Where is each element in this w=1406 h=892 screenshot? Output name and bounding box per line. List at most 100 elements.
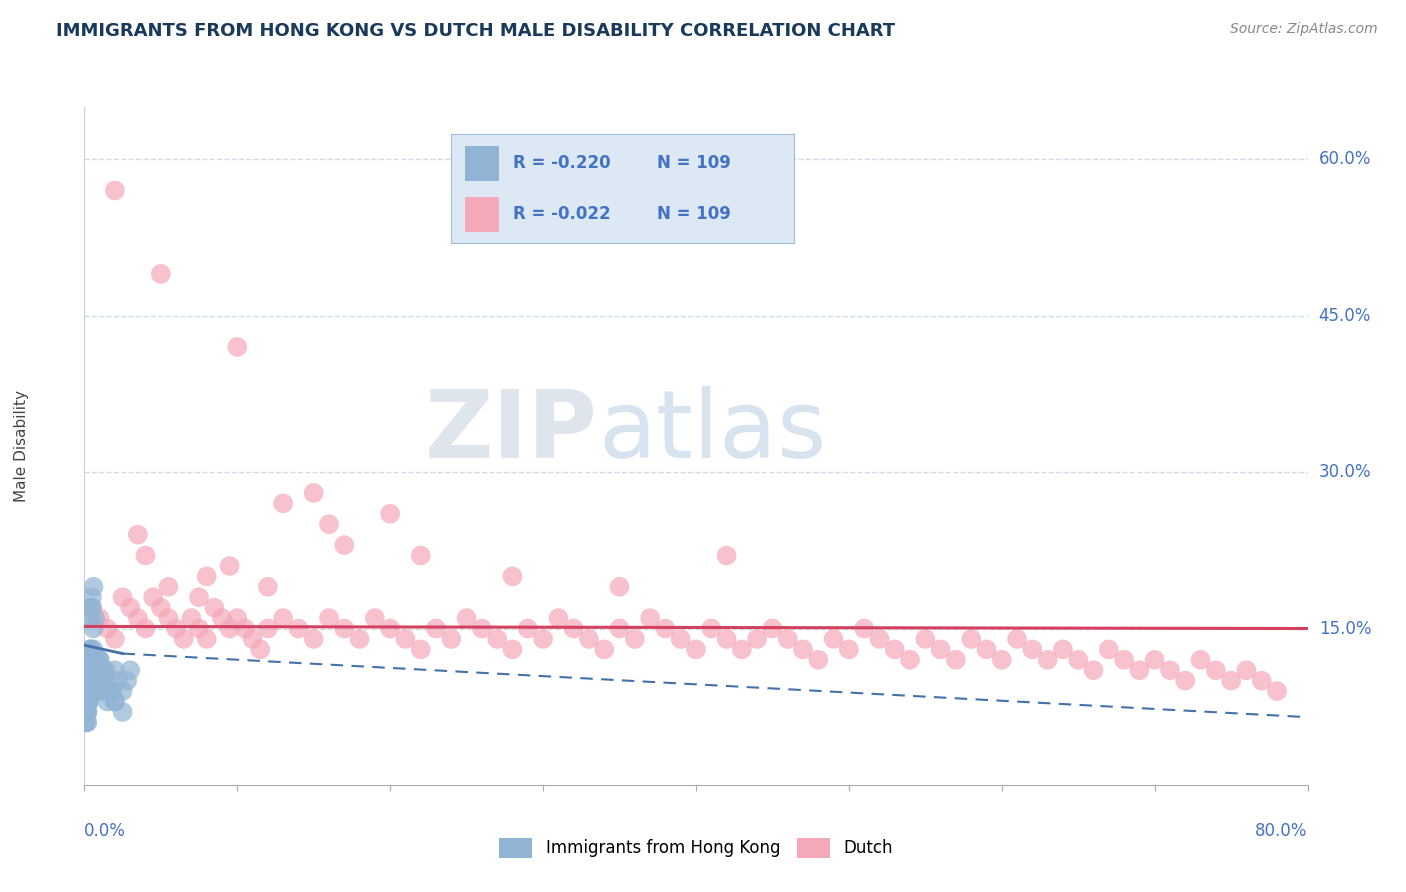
- Point: [77, 673, 100, 688]
- Point: [578, 632, 600, 646]
- Point: [242, 632, 264, 646]
- Point: [716, 549, 738, 563]
- Point: [77, 653, 100, 667]
- Point: [929, 642, 952, 657]
- Point: [838, 642, 860, 657]
- Point: [75, 653, 97, 667]
- Point: [75, 715, 97, 730]
- Point: [77, 663, 100, 677]
- Point: [1052, 642, 1074, 657]
- Point: [609, 622, 631, 636]
- Point: [1083, 663, 1105, 677]
- Point: [76, 663, 98, 677]
- Point: [76, 653, 98, 667]
- Point: [76, 663, 98, 677]
- Point: [86, 653, 108, 667]
- Point: [1174, 673, 1197, 688]
- Text: IMMIGRANTS FROM HONG KONG VS DUTCH MALE DISABILITY CORRELATION CHART: IMMIGRANTS FROM HONG KONG VS DUTCH MALE …: [56, 22, 896, 40]
- Bar: [465, 146, 499, 181]
- Point: [211, 611, 233, 625]
- Point: [76, 673, 98, 688]
- Point: [149, 600, 172, 615]
- Point: [79, 600, 101, 615]
- Point: [77, 673, 100, 688]
- Point: [226, 340, 249, 354]
- Point: [883, 642, 905, 657]
- Point: [84, 611, 107, 625]
- Point: [609, 580, 631, 594]
- Point: [349, 632, 371, 646]
- Text: 45.0%: 45.0%: [1319, 307, 1371, 325]
- Point: [104, 663, 127, 677]
- Point: [75, 715, 97, 730]
- Text: 30.0%: 30.0%: [1319, 463, 1371, 481]
- Point: [80, 684, 103, 698]
- Point: [135, 622, 157, 636]
- Point: [77, 684, 100, 698]
- Point: [425, 622, 447, 636]
- Point: [104, 184, 127, 198]
- Point: [76, 653, 98, 667]
- Point: [318, 611, 340, 625]
- Point: [380, 622, 402, 636]
- Point: [96, 694, 118, 708]
- Point: [700, 622, 723, 636]
- Point: [747, 632, 769, 646]
- Point: [157, 611, 180, 625]
- Point: [195, 569, 218, 583]
- Point: [75, 673, 97, 688]
- Point: [75, 663, 97, 677]
- Point: [75, 684, 97, 698]
- Point: [84, 673, 107, 688]
- Point: [87, 684, 110, 698]
- Point: [77, 694, 100, 708]
- Point: [75, 684, 97, 698]
- Point: [195, 632, 218, 646]
- Point: [76, 663, 98, 677]
- Point: [76, 663, 98, 677]
- Point: [823, 632, 845, 646]
- Point: [157, 580, 180, 594]
- Point: [83, 642, 105, 657]
- Point: [142, 591, 165, 605]
- Text: 0.0%: 0.0%: [84, 822, 127, 840]
- Point: [104, 694, 127, 708]
- Point: [76, 673, 98, 688]
- Point: [562, 622, 585, 636]
- Point: [79, 642, 101, 657]
- Text: atlas: atlas: [598, 386, 827, 478]
- Point: [75, 694, 97, 708]
- Point: [76, 663, 98, 677]
- Point: [87, 663, 110, 677]
- Point: [1114, 653, 1136, 667]
- Point: [77, 653, 100, 667]
- Point: [86, 663, 108, 677]
- Point: [76, 663, 98, 677]
- Point: [547, 611, 569, 625]
- Point: [991, 653, 1014, 667]
- Point: [75, 673, 97, 688]
- Text: 60.0%: 60.0%: [1319, 150, 1371, 169]
- Point: [80, 673, 103, 688]
- Point: [502, 642, 524, 657]
- Point: [75, 673, 97, 688]
- Point: [135, 549, 157, 563]
- Point: [1143, 653, 1166, 667]
- Point: [91, 663, 114, 677]
- Point: [76, 705, 98, 719]
- Text: ZIP: ZIP: [425, 386, 598, 478]
- Point: [218, 558, 240, 573]
- Text: R = -0.220: R = -0.220: [513, 154, 610, 172]
- Text: N = 109: N = 109: [657, 205, 731, 223]
- Point: [76, 663, 98, 677]
- Point: [75, 673, 97, 688]
- Point: [271, 496, 294, 510]
- Point: [1250, 673, 1272, 688]
- Point: [1189, 653, 1212, 667]
- Point: [188, 591, 211, 605]
- Point: [76, 715, 98, 730]
- Point: [1098, 642, 1121, 657]
- Point: [364, 611, 387, 625]
- Point: [77, 653, 100, 667]
- Point: [76, 673, 98, 688]
